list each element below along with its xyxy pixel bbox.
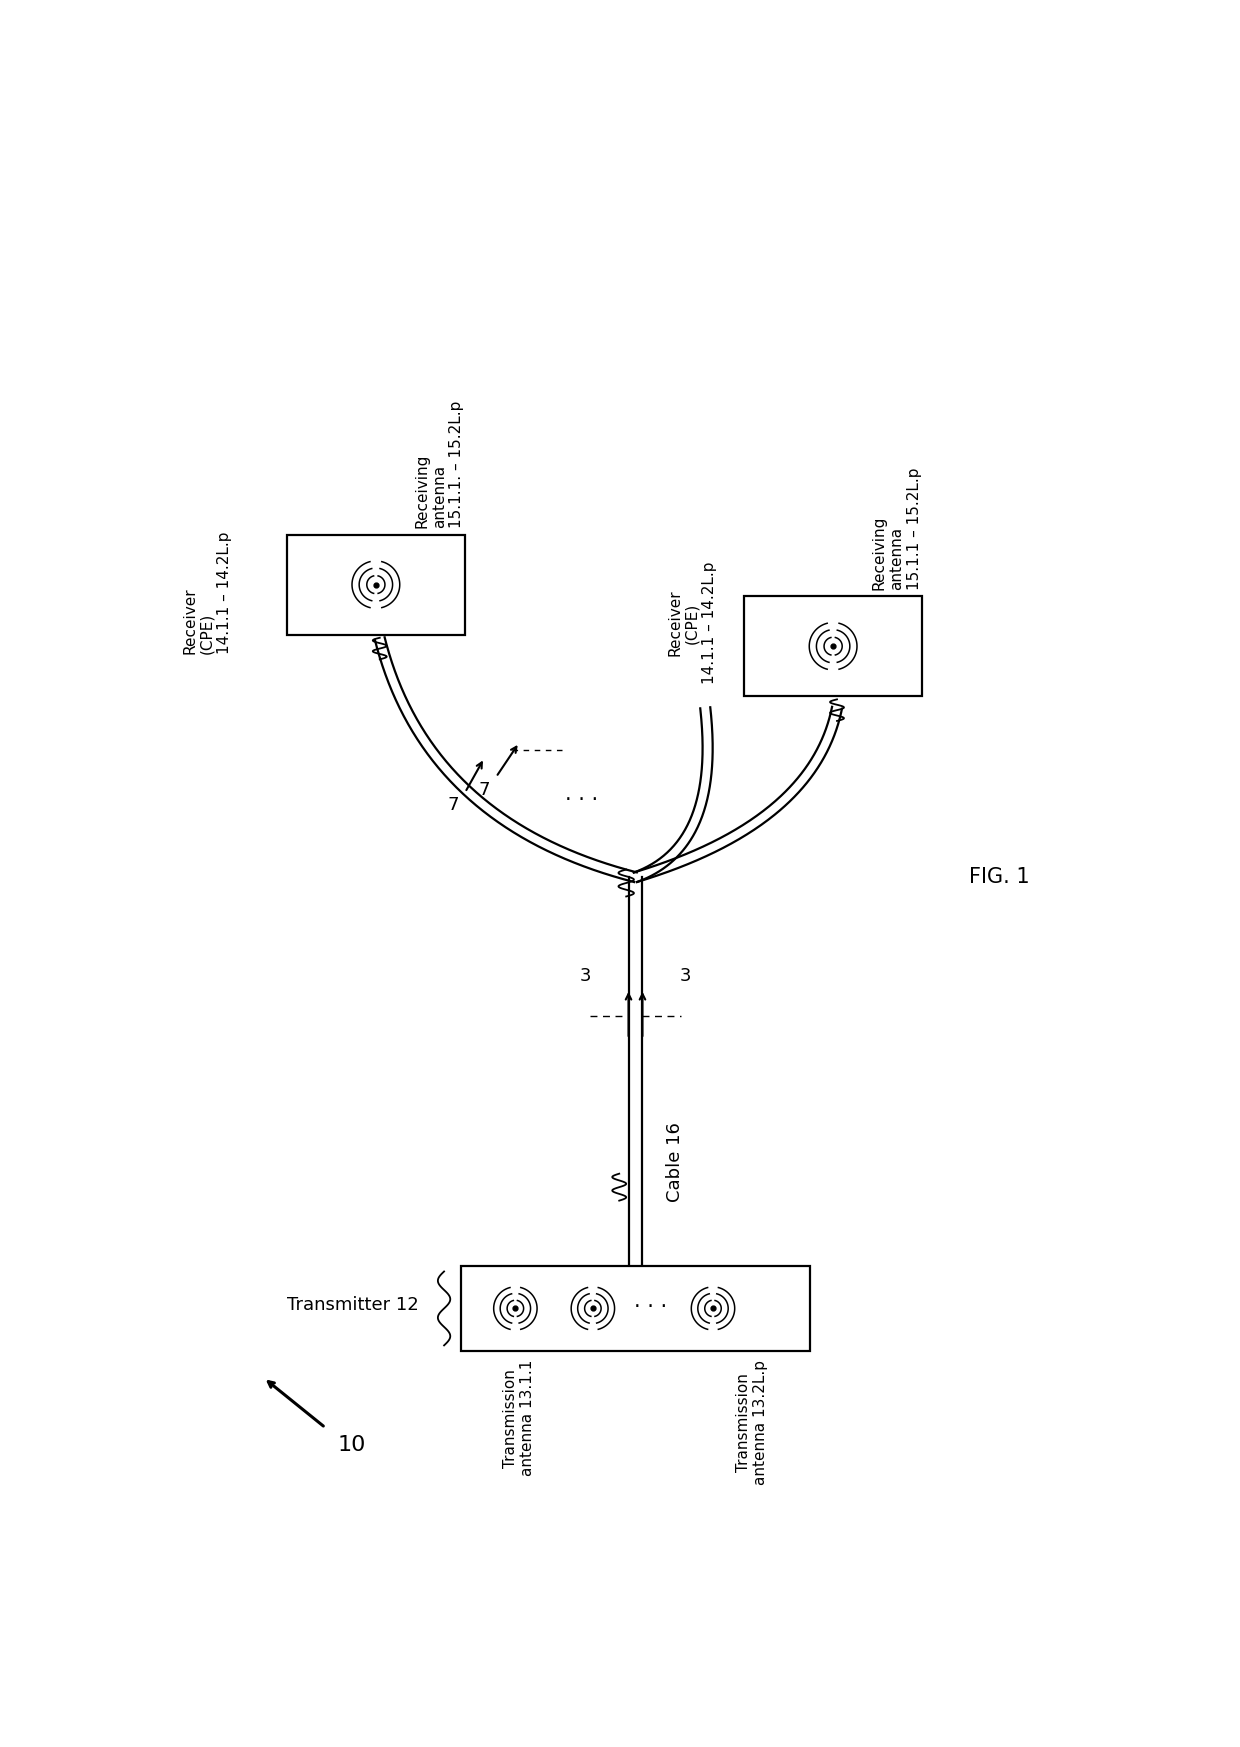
Text: Receiver
(CPE)
14.1.1 – 14.2L.p: Receiver (CPE) 14.1.1 – 14.2L.p: [667, 563, 717, 685]
Bar: [461, 1267, 810, 1350]
Text: 3: 3: [580, 968, 591, 985]
Bar: [744, 596, 923, 697]
Text: 7: 7: [448, 797, 459, 814]
Text: 3: 3: [680, 968, 691, 985]
Text: · · ·: · · ·: [635, 1296, 667, 1317]
Text: 7: 7: [479, 781, 490, 798]
Text: Receiver
(CPE)
14.1.1 – 14.2L.p: Receiver (CPE) 14.1.1 – 14.2L.p: [182, 531, 232, 653]
Text: Transmitter 12: Transmitter 12: [286, 1296, 419, 1314]
Text: Transmission
antenna 13.2L.p: Transmission antenna 13.2L.p: [735, 1359, 768, 1485]
Text: Cable 16: Cable 16: [667, 1122, 684, 1202]
Text: Receiving
antenna
15.1.1 – 15.2L.p: Receiving antenna 15.1.1 – 15.2L.p: [872, 468, 921, 590]
Text: · · ·: · · ·: [564, 790, 598, 811]
Text: 10: 10: [337, 1436, 366, 1455]
Bar: [286, 535, 465, 634]
Text: Transmission
antenna 13.1.1: Transmission antenna 13.1.1: [503, 1359, 536, 1476]
Text: Receiving
antenna
15.1.1. – 15.2L.p: Receiving antenna 15.1.1. – 15.2L.p: [414, 402, 465, 528]
Text: FIG. 1: FIG. 1: [968, 867, 1029, 887]
